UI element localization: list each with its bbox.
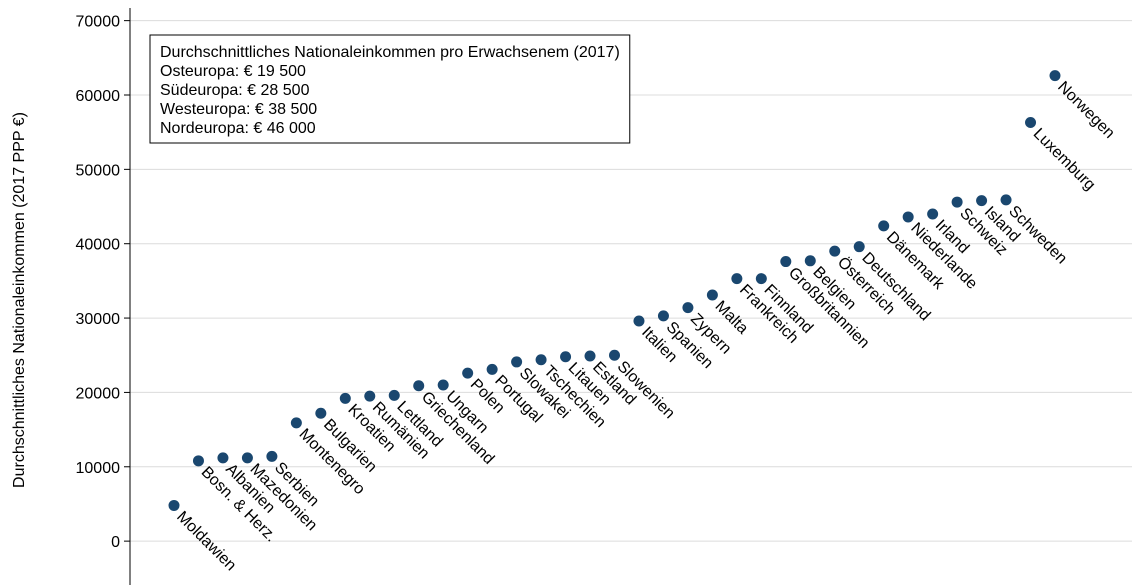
data-point [168,499,180,511]
annotation-line: Nordeuropa: € 46 000 [160,120,316,137]
data-point [241,452,253,464]
data-point [560,351,572,363]
y-tick-label: 40000 [76,237,121,254]
y-tick-label: 50000 [76,162,121,179]
data-point [853,241,865,253]
data-point [437,379,449,391]
data-point [1025,117,1037,129]
annotation-box [149,34,631,144]
data-point [1049,70,1061,82]
data-point [413,380,425,392]
data-point [829,245,841,257]
data-point [290,417,302,429]
point-label: Luxemburg [1030,125,1099,194]
y-tick-label: 60000 [76,88,121,105]
data-point [217,452,229,464]
data-point [902,211,914,223]
data-point [192,455,204,467]
data-point [339,392,351,404]
data-point [609,349,620,361]
data-point [780,256,792,268]
y-axis-label: Durchschnittliches Nationaleinkommen (20… [11,112,28,488]
data-point [1000,194,1012,206]
data-point [951,196,963,208]
y-tick-label: 30000 [76,311,121,328]
y-tick-label: 70000 [76,14,121,31]
data-point [486,363,498,375]
data-point [584,350,596,362]
y-tick-label: 0 [111,534,120,551]
data-point [266,450,278,462]
data-point [657,310,669,322]
y-tick-label: 20000 [76,385,121,402]
data-point [511,356,523,368]
point-label: Norwegen [1054,78,1118,142]
data-point [462,367,474,379]
data-point [388,389,400,401]
data-point [315,407,327,419]
data-point [976,195,988,207]
data-point [633,315,645,327]
annotation-line: Südeuropa: € 28 500 [160,82,310,99]
data-point [927,208,939,220]
data-point [731,273,743,285]
y-tick-label: 10000 [76,460,121,477]
data-point [364,390,376,402]
annotation-line: Osteuropa: € 19 500 [160,63,306,80]
data-point [804,255,816,267]
annotation-line: Westeuropa: € 38 500 [160,101,317,118]
annotation-line: Durchschnittliches Nationaleinkommen pro… [160,44,620,61]
data-point [682,302,694,314]
data-point [535,354,547,366]
data-point [706,289,718,301]
data-point [755,273,767,285]
annotation: Durchschnittliches Nationaleinkommen pro… [149,34,631,144]
data-point [878,220,890,232]
